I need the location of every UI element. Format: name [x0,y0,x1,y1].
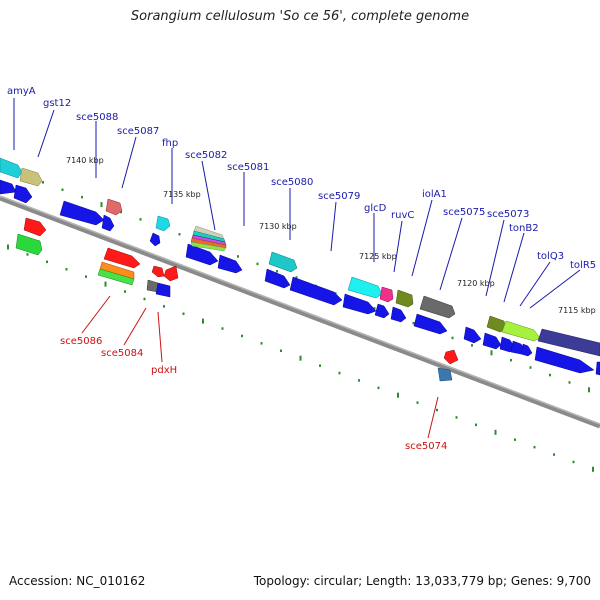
genome-backbone-highlight [0,195,600,425]
cds-arrow [101,214,115,232]
gene-label-sce5081: sce5081 [227,162,269,173]
cds-arrow [59,200,105,226]
position-labels: 7140 kbp 7135 kbp 7130 kbp 7125 kbp 7120… [66,156,596,315]
cds-arrow [217,254,243,274]
accession-label: Accession: NC_010162 [9,574,146,588]
cds-arrow [13,184,33,204]
gene-label-iolA1: iolA1 [422,189,447,200]
gene-label-tonB2: tonB2 [509,223,539,234]
feature-lightgreen [97,268,135,286]
cds-arrow [390,306,407,323]
feature-red-3 [443,349,459,365]
feature-slate [537,328,600,357]
feature-lime [501,320,541,342]
gene-label-pdxH: pdxH [151,365,177,376]
map-title: Sorangium cellulosum 'So ce 56', complet… [130,9,470,24]
cds-arrow [595,361,600,376]
gene-label-sce5075: sce5075 [443,207,485,218]
feature-cyan [0,157,23,179]
cds-arrow [413,313,448,335]
gene-label-amyA: amyA [7,86,36,97]
feature-pink [105,198,123,216]
feature-stack [190,225,227,252]
gene-label-tolQ3: tolQ3 [537,251,564,262]
feature-olive [19,167,43,187]
feature-cyan-3 [347,276,383,299]
minus-leaders [81,295,439,439]
gene-label-sce5087: sce5087 [117,126,159,137]
gene-label-ruvC: ruvC [391,210,414,221]
plus-gene-labels: amyA gst12 sce5088 sce5087 fhp sce5082 s… [7,86,596,271]
feature-cyan-small [155,215,171,232]
position-label-7125: 7125 kbp [359,252,397,261]
feature-magenta [379,286,394,303]
position-label-7135: 7135 kbp [163,190,201,199]
plus-strand-cds [0,179,600,376]
feature-cyan-2 [268,251,298,273]
genome-backbone [0,195,600,429]
cds-arrow [342,293,377,315]
gene-label-sce5079: sce5079 [318,191,360,202]
plus-strand-features [0,157,600,357]
gene-label-sce5082: sce5082 [185,150,227,161]
cds-arrow [289,276,343,306]
position-label-7120: 7120 kbp [457,279,495,288]
feature-steel [437,367,453,382]
feature-red [23,217,47,237]
gene-label-sce5086: sce5086 [60,336,102,347]
feature-grey [419,295,456,319]
gene-label-glcD: glcD [364,203,387,214]
cds-arrow [149,232,161,247]
feature-red-small-2 [163,265,179,282]
gene-label-sce5084: sce5084 [101,348,143,359]
position-label-7115: 7115 kbp [558,306,596,315]
feature-green [15,233,43,256]
cds-arrow [534,346,595,374]
gene-label-sce5080: sce5080 [271,177,313,188]
cds-arrow [185,243,219,266]
feature-red-small [151,265,165,278]
cds-arrow [463,326,482,344]
position-label-7140: 7140 kbp [66,156,104,165]
cds-arrow [482,332,502,350]
cds-arrow [374,303,390,319]
feature-olive-2 [395,289,414,308]
genome-summary: Topology: circular; Length: 13,033,779 b… [253,574,591,588]
gene-label-fhp: fhp [162,138,178,149]
gene-label-sce5074: sce5074 [405,441,447,452]
gene-label-gst12: gst12 [43,98,71,109]
position-label-7130: 7130 kbp [259,222,297,231]
feature-blue [155,282,171,298]
feature-red-2 [103,247,141,269]
cds-arrow [520,343,533,357]
minus-gene-labels: sce5086 sce5084 pdxH sce5074 [60,336,447,452]
feature-grey-small [146,279,159,293]
cds-arrow [0,179,17,195]
gene-label-tolR5: tolR5 [570,260,596,271]
gene-label-sce5088: sce5088 [76,112,118,123]
gene-label-sce5073: sce5073 [487,209,529,220]
minus-strand-features [15,217,459,382]
plus-leaders [13,98,581,309]
cds-arrow [264,268,291,289]
